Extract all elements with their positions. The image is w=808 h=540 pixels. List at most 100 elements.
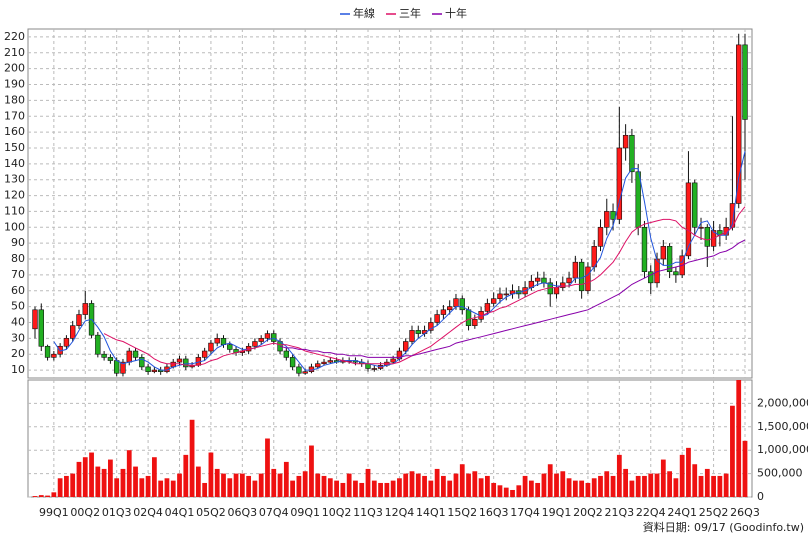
volume-bar bbox=[629, 480, 635, 497]
volume-bar bbox=[736, 380, 742, 497]
volume-bar bbox=[70, 473, 76, 497]
volume-bar bbox=[598, 475, 603, 497]
volume-bar bbox=[591, 478, 597, 497]
volume-bar bbox=[660, 459, 666, 497]
volume-bar bbox=[158, 480, 164, 497]
volume-bar bbox=[133, 466, 138, 497]
ma-line bbox=[53, 151, 746, 371]
volume-bar bbox=[692, 464, 698, 497]
volume-bar bbox=[704, 468, 710, 497]
x-tick-label: 02Q4 bbox=[133, 506, 163, 519]
y-tick-label: 140 bbox=[4, 157, 25, 170]
y-tick-label: 40 bbox=[11, 315, 25, 328]
candle-body bbox=[101, 353, 107, 358]
x-tick-label: 25Q2 bbox=[699, 506, 729, 519]
candle-body bbox=[635, 171, 641, 228]
candle-body bbox=[572, 261, 579, 279]
volume-bar bbox=[711, 475, 716, 497]
candle-body bbox=[440, 309, 447, 315]
candle-body bbox=[214, 338, 220, 344]
volume-bar bbox=[485, 475, 490, 497]
candle-body bbox=[497, 293, 503, 299]
candle-body bbox=[32, 309, 38, 330]
volume-bar bbox=[717, 475, 723, 497]
x-tick-label: 12Q4 bbox=[385, 506, 415, 519]
candle-body bbox=[390, 358, 396, 363]
y-tick-label: 80 bbox=[11, 252, 25, 265]
candle-body bbox=[113, 360, 120, 374]
volume-tick-label: 1,000,000 bbox=[757, 443, 808, 456]
volume-bar bbox=[686, 447, 691, 497]
candle-body bbox=[289, 357, 296, 368]
volume-bar bbox=[516, 485, 522, 497]
volume-bar bbox=[365, 468, 371, 497]
candle-body bbox=[120, 361, 126, 374]
candle-body bbox=[176, 358, 183, 363]
volume-bar bbox=[585, 482, 591, 497]
volume-bar bbox=[164, 478, 170, 497]
volume-bar bbox=[265, 438, 270, 497]
candle-body bbox=[183, 358, 189, 368]
volume-bar bbox=[189, 419, 195, 497]
volume-bar bbox=[195, 466, 201, 497]
legend-label: 年線 bbox=[353, 6, 375, 20]
y-tick-label: 150 bbox=[4, 141, 25, 154]
candle-body bbox=[63, 338, 70, 347]
candle-body bbox=[139, 357, 145, 368]
candle-body bbox=[685, 182, 692, 257]
volume-bar bbox=[283, 461, 289, 497]
candle-body bbox=[132, 350, 139, 358]
x-tick-label: 04Q1 bbox=[165, 506, 195, 519]
candle-body bbox=[534, 277, 541, 282]
candle-body bbox=[692, 182, 698, 228]
volume-bar bbox=[302, 471, 308, 497]
candle-body bbox=[315, 363, 321, 368]
candle-body bbox=[264, 333, 271, 339]
volume-bar bbox=[566, 478, 572, 497]
candle-body bbox=[371, 368, 377, 370]
volume-bar bbox=[334, 480, 339, 497]
volume-bar bbox=[679, 454, 685, 497]
y-tick-label: 170 bbox=[4, 109, 25, 122]
volume-bar bbox=[491, 482, 497, 497]
y-tick-label: 30 bbox=[11, 331, 25, 344]
candle-body bbox=[220, 338, 227, 345]
volume-bar bbox=[441, 475, 446, 497]
candle-body bbox=[641, 226, 648, 273]
x-tick-label: 11Q3 bbox=[353, 506, 383, 519]
volume-bar bbox=[409, 471, 415, 497]
volume-bar bbox=[642, 475, 647, 497]
candle-body bbox=[660, 246, 667, 260]
x-tick-label: 17Q4 bbox=[510, 506, 540, 519]
candle-body bbox=[472, 319, 478, 326]
volume-bar bbox=[447, 480, 453, 497]
volume-bar bbox=[415, 473, 421, 497]
volume-bar bbox=[277, 473, 283, 497]
volume-bar bbox=[221, 473, 226, 497]
volume-tick-label: 500,000 bbox=[757, 467, 803, 480]
volume-bar bbox=[510, 489, 515, 497]
y-tick-label: 100 bbox=[4, 220, 25, 233]
candle-body bbox=[447, 306, 453, 311]
volume-bar bbox=[478, 478, 484, 497]
volume-bar bbox=[359, 482, 365, 497]
ma-line bbox=[279, 239, 746, 358]
legend-label: 三年 bbox=[399, 6, 421, 20]
volume-bar bbox=[535, 482, 541, 497]
y-tick-label: 10 bbox=[11, 363, 25, 376]
x-tick-label: 00Q2 bbox=[70, 506, 100, 519]
candle-body bbox=[673, 271, 679, 276]
volume-bar bbox=[453, 473, 459, 497]
price-frame bbox=[27, 28, 753, 379]
candle-body bbox=[541, 277, 547, 284]
candle-body bbox=[95, 334, 101, 355]
x-tick-label: 07Q4 bbox=[259, 506, 289, 519]
candle-body bbox=[82, 303, 88, 315]
candle-body bbox=[616, 147, 623, 220]
candle-body bbox=[578, 261, 585, 292]
volume-bar bbox=[64, 475, 69, 497]
volume-bar bbox=[522, 475, 528, 497]
volume-bar bbox=[45, 495, 50, 497]
candle-body bbox=[70, 325, 76, 339]
